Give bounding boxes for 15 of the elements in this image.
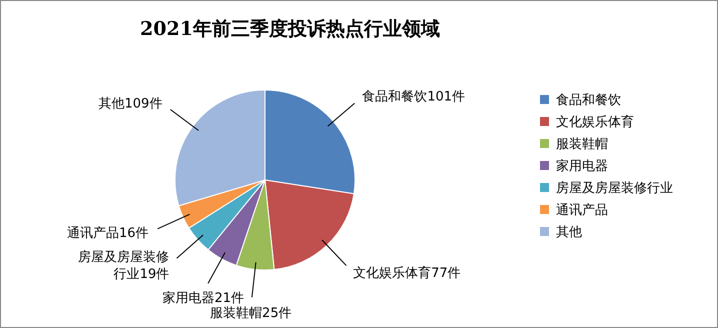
legend-label: 通讯产品 — [556, 203, 608, 218]
legend-label: 服装鞋帽 — [556, 137, 608, 152]
data-label: 房屋及房屋装修行业19件 — [78, 248, 170, 282]
legend-label: 家用电器 — [556, 158, 608, 174]
data-label: 文化娱乐体育77件 — [353, 264, 461, 281]
legend-label: 房屋及房屋装修行业 — [556, 180, 673, 196]
chart-title: 2021年前三季度投诉热点行业领域 — [140, 18, 440, 40]
data-label: 通讯产品16件 — [66, 226, 148, 241]
data-label: 服装鞋帽25件 — [210, 306, 292, 322]
legend-label: 其他 — [556, 225, 582, 240]
legend-label: 食品和餐饮 — [556, 93, 621, 108]
data-label: 家用电器21件 — [162, 290, 244, 306]
legend-label: 文化娱乐体育 — [556, 114, 634, 130]
data-label: 其他109件 — [98, 96, 162, 112]
data-label: 食品和餐饮101件 — [362, 90, 466, 105]
